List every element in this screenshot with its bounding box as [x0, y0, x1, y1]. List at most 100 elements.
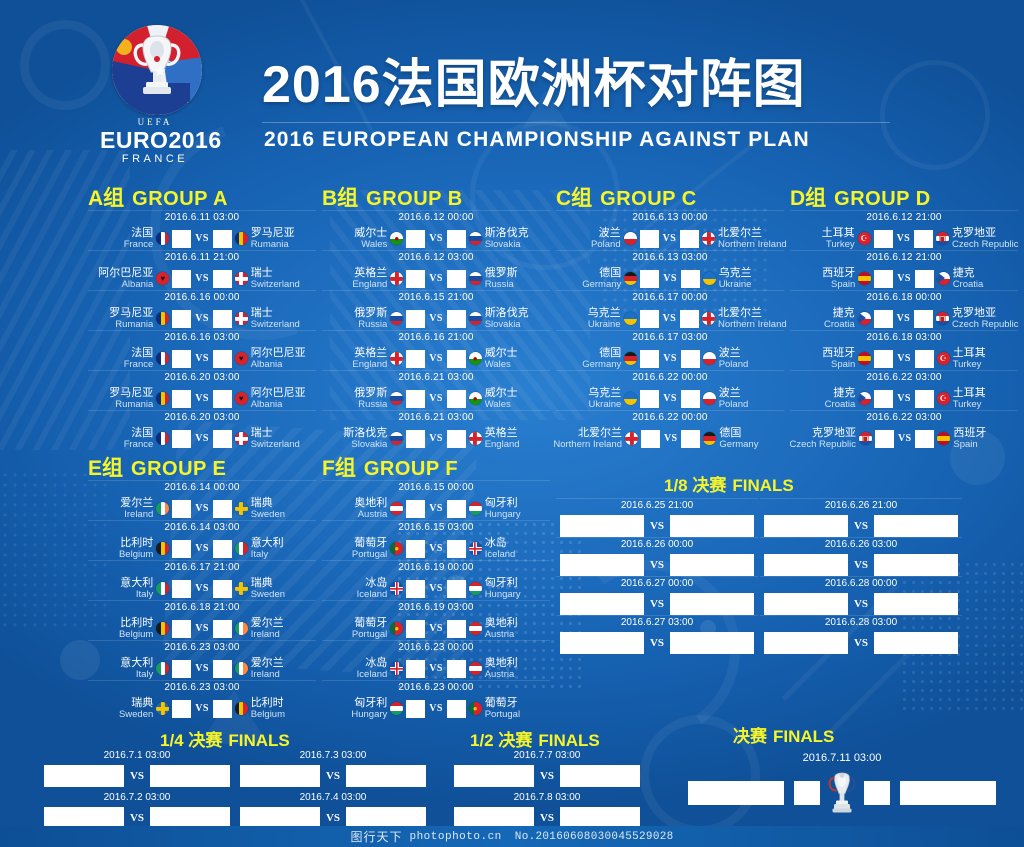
away-score-box[interactable]: [446, 229, 466, 248]
away-score-box[interactable]: [212, 619, 232, 638]
home-score-box[interactable]: [406, 389, 426, 408]
home-score-box[interactable]: [621, 554, 644, 576]
away-team-box[interactable]: [172, 765, 231, 787]
home-score-box[interactable]: [640, 349, 660, 368]
home-score-box[interactable]: [875, 429, 894, 448]
away-score-box[interactable]: [346, 807, 369, 829]
home-score-box[interactable]: [406, 579, 426, 598]
away-score-box[interactable]: [914, 309, 933, 328]
away-score-box[interactable]: [446, 499, 466, 518]
away-score-box[interactable]: [212, 309, 232, 328]
away-score-box[interactable]: [212, 579, 232, 598]
away-team-box[interactable]: [582, 807, 641, 829]
away-score-box[interactable]: [346, 765, 369, 787]
away-team-box[interactable]: [692, 515, 755, 537]
away-score-box[interactable]: [680, 309, 699, 328]
home-team-box[interactable]: [559, 515, 622, 537]
away-score-box[interactable]: [680, 269, 700, 288]
home-score-box[interactable]: [297, 765, 320, 787]
away-score-box[interactable]: [150, 765, 173, 787]
home-score-box[interactable]: [172, 699, 192, 718]
away-score-box[interactable]: [874, 632, 897, 654]
home-score-box[interactable]: [874, 389, 894, 408]
home-score-box[interactable]: [825, 593, 848, 615]
home-score-box[interactable]: [172, 619, 192, 638]
away-score-box[interactable]: [680, 389, 700, 408]
home-score-box[interactable]: [621, 515, 644, 537]
away-score-box[interactable]: [681, 429, 701, 448]
home-team-box[interactable]: [239, 807, 298, 829]
home-score-box[interactable]: [825, 515, 848, 537]
home-score-box[interactable]: [621, 593, 644, 615]
home-team-box[interactable]: [453, 807, 512, 829]
away-score-box[interactable]: [446, 429, 466, 448]
away-score-box[interactable]: [446, 389, 466, 408]
home-team-box[interactable]: [763, 515, 826, 537]
away-score-box[interactable]: [670, 632, 693, 654]
away-score-box[interactable]: [915, 429, 935, 448]
home-score-box[interactable]: [406, 499, 426, 518]
away-team-box[interactable]: [368, 765, 427, 787]
away-score-box[interactable]: [680, 349, 700, 368]
home-score-box[interactable]: [406, 699, 426, 718]
home-score-box[interactable]: [825, 632, 848, 654]
away-team-box[interactable]: [896, 515, 959, 537]
away-score-box[interactable]: [212, 269, 232, 288]
home-score-box[interactable]: [406, 269, 426, 288]
away-score-box[interactable]: [212, 429, 232, 448]
home-team-box[interactable]: [559, 554, 622, 576]
home-score-box[interactable]: [172, 269, 192, 288]
final-home-score-box[interactable]: [794, 781, 820, 805]
home-team-box[interactable]: [43, 765, 102, 787]
home-team-box[interactable]: [43, 807, 102, 829]
home-score-box[interactable]: [172, 349, 192, 368]
away-score-box[interactable]: [914, 389, 934, 408]
final-away-team-box[interactable]: [900, 781, 996, 805]
away-score-box[interactable]: [212, 539, 232, 558]
away-score-box[interactable]: [446, 269, 466, 288]
home-score-box[interactable]: [406, 429, 426, 448]
away-score-box[interactable]: [680, 229, 699, 248]
home-score-box[interactable]: [172, 389, 192, 408]
away-score-box[interactable]: [150, 807, 173, 829]
away-score-box[interactable]: [446, 579, 466, 598]
away-score-box[interactable]: [874, 515, 897, 537]
away-score-box[interactable]: [446, 349, 466, 368]
home-score-box[interactable]: [406, 229, 426, 248]
home-team-box[interactable]: [239, 765, 298, 787]
home-score-box[interactable]: [640, 389, 660, 408]
final-away-score-box[interactable]: [864, 781, 890, 805]
home-score-box[interactable]: [297, 807, 320, 829]
away-team-box[interactable]: [368, 807, 427, 829]
away-score-box[interactable]: [446, 309, 466, 328]
away-score-box[interactable]: [874, 593, 897, 615]
home-score-box[interactable]: [874, 349, 894, 368]
home-score-box[interactable]: [172, 429, 192, 448]
home-team-box[interactable]: [453, 765, 512, 787]
away-score-box[interactable]: [212, 699, 232, 718]
home-score-box[interactable]: [172, 659, 192, 678]
home-team-box[interactable]: [763, 632, 826, 654]
away-score-box[interactable]: [212, 659, 232, 678]
home-score-box[interactable]: [639, 309, 659, 328]
away-team-box[interactable]: [692, 632, 755, 654]
away-score-box[interactable]: [914, 269, 934, 288]
home-score-box[interactable]: [172, 499, 192, 518]
away-score-box[interactable]: [446, 539, 466, 558]
away-score-box[interactable]: [212, 499, 232, 518]
home-score-box[interactable]: [172, 229, 192, 248]
away-score-box[interactable]: [446, 619, 466, 638]
away-team-box[interactable]: [692, 593, 755, 615]
away-team-box[interactable]: [896, 593, 959, 615]
home-team-box[interactable]: [559, 632, 622, 654]
away-score-box[interactable]: [914, 349, 934, 368]
home-score-box[interactable]: [874, 269, 894, 288]
away-score-box[interactable]: [670, 515, 693, 537]
home-score-box[interactable]: [406, 309, 426, 328]
away-team-box[interactable]: [692, 554, 755, 576]
home-score-box[interactable]: [511, 807, 534, 829]
away-team-box[interactable]: [172, 807, 231, 829]
home-score-box[interactable]: [511, 765, 534, 787]
home-score-box[interactable]: [873, 309, 893, 328]
away-team-box[interactable]: [582, 765, 641, 787]
